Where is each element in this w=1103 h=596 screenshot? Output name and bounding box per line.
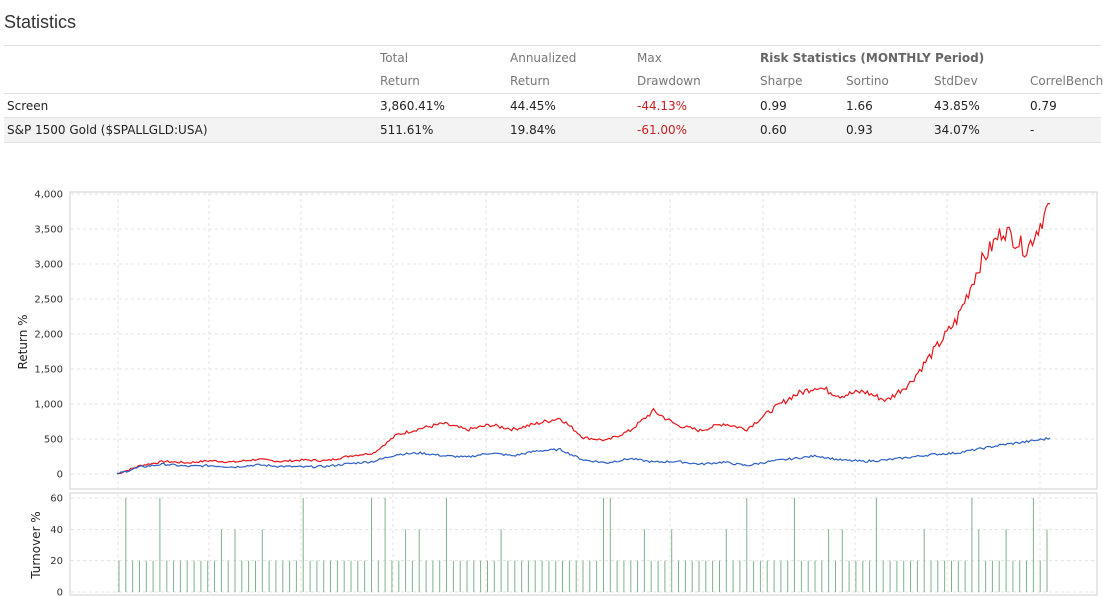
header-total-line1[interactable]: Total [380,51,409,65]
return-chart-series [116,202,1051,475]
y-tick-label: 1,500 [34,365,63,376]
cell-sortino: 0.93 [846,123,873,137]
cell-total-return: 511.61% [380,123,434,137]
y-tick-label: 20 [50,556,63,567]
header-maxdd-line1[interactable]: Max [637,51,662,65]
header-maxdd-line2[interactable]: Drawdown [637,74,701,88]
benchmark-return-line [116,436,1051,475]
cell-sharpe: 0.60 [760,123,787,137]
row-divider [4,142,1101,143]
turnover-chart-y-axis: 0 20 40 60 [50,494,63,596]
cell-total-return: 3,860.41% [380,99,445,113]
y-tick-label: 2,000 [34,330,63,341]
header-divider [4,93,1101,94]
cell-annualized-return: 19.84% [510,123,556,137]
header-sortino[interactable]: Sortino [846,74,889,88]
y-tick-label: 4,000 [34,190,63,201]
row-name: S&P 1500 Gold ($SPALLGLD:USA) [7,123,208,137]
table-row-shaded [4,118,1101,142]
return-chart-y-axis: 0 500 1,000 1,500 2,000 2,500 3,000 3,500 4,000 [34,190,63,481]
cell-sharpe: 0.99 [760,99,787,113]
cell-sortino: 1.66 [846,99,873,113]
cell-max-drawdown: -61.00% [637,123,688,137]
y-tick-label: 3,500 [34,225,63,236]
screen-return-line [116,202,1051,475]
header-annualized-line1[interactable]: Annualized [510,51,577,65]
y-tick-label: 3,000 [34,260,63,271]
cell-stddev: 43.85% [934,99,980,113]
cell-correlbench: 0.79 [1030,99,1057,113]
title-divider [4,45,1101,46]
turnover-chart-ylabel: Turnover % [29,511,43,579]
y-tick-label: 60 [50,494,63,505]
page-title: Statistics [4,12,77,32]
cell-max-drawdown: -44.13% [637,99,688,113]
cell-annualized-return: 44.45% [510,99,556,113]
header-annualized-line2[interactable]: Return [510,74,550,88]
y-tick-label: 2,500 [34,295,63,306]
header-risk-group: Risk Statistics (MONTHLY Period) [760,51,985,65]
y-tick-label: 0 [57,588,63,596]
y-tick-label: 500 [44,435,63,446]
return-chart-grid [71,193,1096,488]
turnover-chart-bars [118,498,1048,592]
row-divider [4,117,1101,118]
header-correlbench[interactable]: CorrelBench [1030,74,1103,88]
y-tick-label: 1,000 [34,400,63,411]
y-tick-label: 0 [57,470,63,481]
header-stddev[interactable]: StdDev [934,74,978,88]
header-total-line2[interactable]: Return [380,74,420,88]
cell-stddev: 34.07% [934,123,980,137]
return-chart-ylabel: Return % [16,314,30,369]
row-name: Screen [7,99,49,113]
header-sharpe[interactable]: Sharpe [760,74,803,88]
y-tick-label: 40 [50,525,63,536]
cell-correlbench: - [1030,123,1035,137]
